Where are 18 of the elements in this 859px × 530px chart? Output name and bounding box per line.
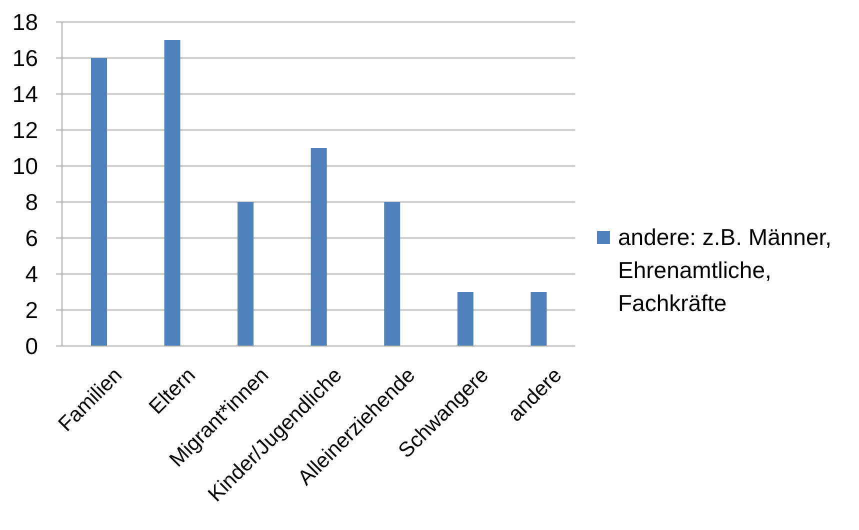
bar [164, 40, 180, 346]
bar [238, 202, 254, 346]
bar [457, 292, 474, 346]
y-tick-label: 6 [25, 225, 38, 252]
bar [310, 148, 327, 346]
legend-label: andere: z.B. Männer, Ehrenamtliche, Fachkräfte [618, 223, 833, 318]
y-tick-label: 14 [12, 81, 38, 108]
bar [384, 202, 400, 346]
y-tick-label: 16 [12, 45, 38, 72]
bar [530, 292, 547, 346]
y-tick-label: 18 [12, 9, 38, 36]
y-tick-label: 0 [25, 333, 38, 360]
y-tick-label: 10 [12, 153, 38, 180]
y-tick-label: 12 [12, 117, 38, 144]
bar [91, 58, 107, 346]
y-tick-label: 2 [25, 297, 38, 324]
y-tick-label: 4 [25, 261, 38, 288]
y-tick-label: 8 [25, 189, 38, 216]
